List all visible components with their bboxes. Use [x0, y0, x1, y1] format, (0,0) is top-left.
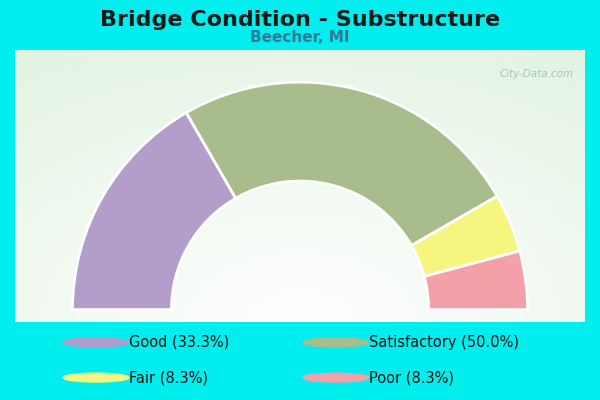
- Text: Poor (8.3%): Poor (8.3%): [369, 370, 454, 385]
- Circle shape: [303, 338, 369, 347]
- Text: Good (33.3%): Good (33.3%): [129, 335, 229, 350]
- Wedge shape: [424, 251, 527, 310]
- Circle shape: [303, 373, 369, 382]
- Text: Fair (8.3%): Fair (8.3%): [129, 370, 208, 385]
- Circle shape: [63, 338, 129, 347]
- Text: Beecher, MI: Beecher, MI: [250, 30, 350, 45]
- Text: Satisfactory (50.0%): Satisfactory (50.0%): [369, 335, 519, 350]
- Text: City-Data.com: City-Data.com: [499, 69, 574, 79]
- Wedge shape: [186, 82, 497, 246]
- Text: Bridge Condition - Substructure: Bridge Condition - Substructure: [100, 10, 500, 30]
- Wedge shape: [412, 196, 520, 276]
- Wedge shape: [73, 113, 236, 310]
- Circle shape: [63, 373, 129, 382]
